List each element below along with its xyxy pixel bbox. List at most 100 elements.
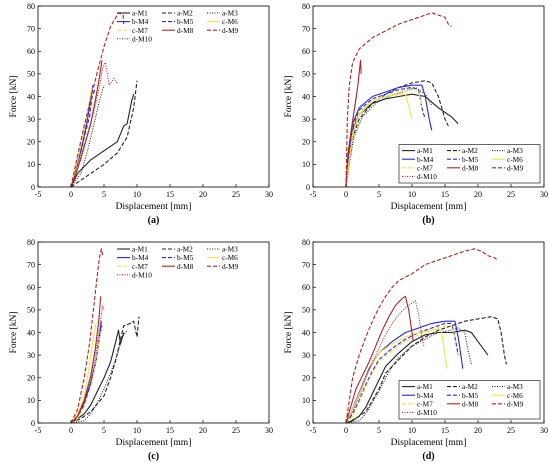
x-tick-label: 20	[474, 190, 482, 199]
x-tick-label: 15	[166, 190, 174, 199]
series-line-c-m7	[345, 325, 456, 424]
series-line-d-m9	[70, 12, 125, 188]
x-tick-label: 10	[133, 426, 141, 435]
legend-entry: c-M6	[222, 17, 238, 26]
y-tick-label: 20	[302, 374, 310, 383]
legend-entry: d-M8	[462, 399, 479, 408]
y-tick-label: 70	[27, 260, 35, 269]
legend-entry: a-M1	[132, 245, 148, 254]
x-tick-label: 25	[507, 190, 515, 199]
series-line-d-m8	[345, 295, 414, 424]
x-axis-label: Displacement [mm]	[391, 202, 467, 212]
y-tick-label: 0	[31, 183, 35, 192]
y-tick-label: 30	[302, 351, 310, 360]
y-tick-label: 30	[302, 115, 310, 124]
panel-caption: (d)	[422, 451, 434, 462]
legend-entry: a-M2	[177, 245, 193, 254]
legend-entry: c-M6	[507, 155, 523, 164]
x-tick-label: 10	[133, 190, 141, 199]
series-line-a-m1	[345, 329, 489, 424]
series-line-a-m2	[70, 80, 138, 188]
y-tick-label: 30	[27, 115, 35, 124]
panel-caption: (a)	[148, 215, 160, 226]
x-tick-label: 0	[69, 190, 73, 199]
legend-entry: b-M5	[177, 17, 194, 26]
chart-panel-3: -5 0 5 10 15 20 25 3001020304050607080Displacem…	[9, 238, 273, 462]
y-tick-label: 40	[302, 92, 310, 101]
legend-entry: a-M3	[507, 382, 523, 391]
y-tick-label: 40	[302, 328, 310, 337]
panel-caption: (c)	[148, 451, 159, 462]
y-tick-label: 10	[27, 160, 35, 169]
x-tick-label: 20	[199, 426, 207, 435]
y-tick-label: 60	[302, 283, 310, 292]
legend-entry: d-M8	[177, 26, 194, 35]
legend-entry: b-M4	[417, 391, 434, 400]
legend-entry: a-M1	[417, 146, 433, 155]
y-tick-label: 60	[27, 47, 35, 56]
y-tick-label: 0	[31, 419, 35, 428]
y-tick-label: 60	[27, 283, 35, 292]
y-tick-label: 10	[302, 160, 310, 169]
y-tick-label: 70	[27, 24, 35, 33]
y-tick-label: 70	[302, 260, 310, 269]
chart-panel-4: -5 0 5 10 15 20 25 3001020304050607080Displacem…	[284, 238, 548, 462]
chart-panel-2: -5 0 5 10 15 20 25 3001020304050607080Displacem…	[284, 2, 548, 226]
x-tick-label: -5	[35, 190, 42, 199]
series-line-c-m7	[70, 330, 102, 424]
series-line-a-m3	[345, 86, 433, 188]
y-tick-label: 60	[302, 47, 310, 56]
x-tick-label: 30	[540, 190, 548, 199]
y-tick-label: 80	[302, 2, 310, 11]
legend-box	[398, 144, 541, 184]
x-tick-label: 25	[232, 426, 240, 435]
legend-entry: a-M1	[417, 382, 433, 391]
x-tick-label: 5	[377, 426, 381, 435]
y-axis-label: Force [kN]	[284, 76, 294, 118]
x-tick-label: 0	[69, 426, 73, 435]
y-axis-label: Force [kN]	[9, 76, 19, 118]
series-line-d-m9	[70, 248, 104, 424]
y-tick-label: 0	[306, 419, 310, 428]
legend-entry: d-M9	[507, 163, 524, 172]
legend-entry: c-M6	[507, 391, 523, 400]
y-tick-label: 40	[27, 328, 35, 337]
series-line-d-m10	[345, 300, 425, 424]
series-line-a-m1	[345, 93, 459, 188]
y-tick-label: 80	[27, 2, 35, 11]
legend-entry: d-M8	[177, 262, 194, 271]
y-tick-label: 80	[302, 238, 310, 247]
legend-entry: d-M10	[132, 270, 152, 279]
x-tick-label: 0	[344, 426, 348, 435]
legend-entry: b-M4	[132, 17, 149, 26]
series-line-a-m3	[70, 329, 128, 424]
series-line-c-m7	[345, 89, 423, 188]
x-tick-label: 10	[408, 426, 416, 435]
x-tick-label: -5	[310, 426, 317, 435]
legend-entry: b-M4	[417, 155, 434, 164]
x-tick-label: 25	[507, 426, 515, 435]
x-tick-label: 30	[540, 426, 548, 435]
series-line-d-m8	[70, 60, 103, 188]
legend-entry: d-M9	[507, 399, 524, 408]
y-tick-label: 70	[302, 24, 310, 33]
legend-entry: b-M5	[462, 391, 479, 400]
x-tick-label: 10	[408, 190, 416, 199]
x-tick-label: 15	[166, 426, 174, 435]
legend-entry: a-M2	[177, 9, 193, 18]
x-tick-label: 25	[232, 190, 240, 199]
chart-panel-1: -5 0 5 10 15 20 25 3001020304050607080Displacem…	[9, 2, 273, 226]
legend-entry: c-M7	[132, 262, 148, 271]
y-tick-label: 20	[302, 138, 310, 147]
legend-entry: c-M7	[417, 399, 433, 408]
x-tick-label: 20	[199, 190, 207, 199]
y-tick-label: 50	[27, 306, 35, 315]
y-tick-label: 10	[302, 396, 310, 405]
x-tick-label: 15	[441, 426, 449, 435]
series-line-a-m1	[70, 94, 135, 188]
legend-entry: a-M2	[462, 382, 478, 391]
legend-entry: d-M10	[417, 172, 437, 181]
x-tick-label: 15	[441, 190, 449, 199]
legend-entry: a-M3	[222, 9, 238, 18]
